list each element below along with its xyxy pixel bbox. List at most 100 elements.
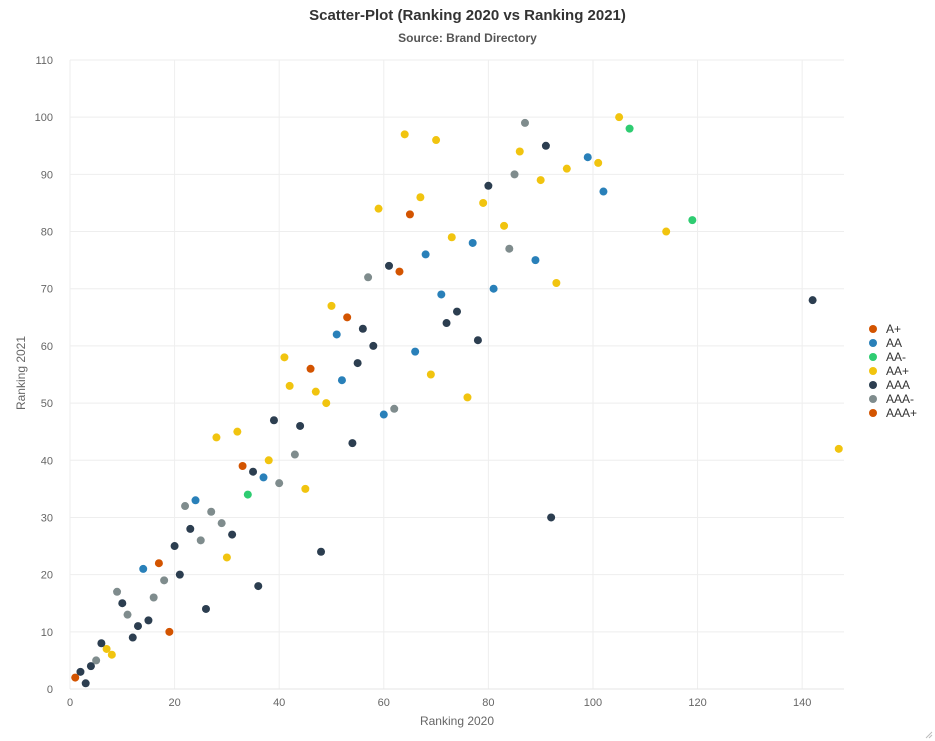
data-point[interactable] xyxy=(625,124,634,133)
data-point[interactable] xyxy=(107,650,116,659)
data-point[interactable] xyxy=(505,244,514,253)
data-point[interactable] xyxy=(808,296,817,305)
data-point[interactable] xyxy=(280,353,289,362)
data-point[interactable] xyxy=(144,616,153,625)
data-point[interactable] xyxy=(290,450,299,459)
data-point[interactable] xyxy=(385,261,394,270)
data-point[interactable] xyxy=(301,484,310,493)
data-point[interactable] xyxy=(552,279,561,288)
data-point[interactable] xyxy=(390,404,399,413)
data-point[interactable] xyxy=(123,610,132,619)
data-point[interactable] xyxy=(170,542,179,551)
data-point[interactable] xyxy=(599,187,608,196)
data-point[interactable] xyxy=(222,553,231,562)
data-point[interactable] xyxy=(463,393,472,402)
data-point[interactable] xyxy=(348,439,357,448)
data-point[interactable] xyxy=(275,479,284,488)
data-point[interactable] xyxy=(207,507,216,516)
data-point[interactable] xyxy=(139,564,148,573)
data-point[interactable] xyxy=(562,164,571,173)
data-point[interactable] xyxy=(149,593,158,602)
data-point[interactable] xyxy=(547,513,556,522)
legend-item[interactable]: A+ xyxy=(869,322,901,336)
data-point[interactable] xyxy=(405,210,414,219)
data-point[interactable] xyxy=(217,519,226,528)
data-point[interactable] xyxy=(337,376,346,385)
data-point[interactable] xyxy=(128,633,137,642)
data-point[interactable] xyxy=(615,113,624,122)
data-point[interactable] xyxy=(233,427,242,436)
data-point[interactable] xyxy=(76,667,85,676)
data-point[interactable] xyxy=(118,599,127,608)
data-point[interactable] xyxy=(432,136,441,145)
data-point[interactable] xyxy=(175,570,184,579)
data-point[interactable] xyxy=(468,238,477,247)
data-point[interactable] xyxy=(411,347,420,356)
data-point[interactable] xyxy=(332,330,341,339)
data-point[interactable] xyxy=(453,307,461,316)
data-point[interactable] xyxy=(259,473,268,482)
data-point[interactable] xyxy=(212,433,221,442)
data-point[interactable] xyxy=(154,559,163,568)
data-point[interactable] xyxy=(81,679,90,688)
data-point[interactable] xyxy=(191,496,200,505)
data-point[interactable] xyxy=(500,221,509,230)
data-point[interactable] xyxy=(421,250,430,259)
data-point[interactable] xyxy=(369,341,378,350)
data-point[interactable] xyxy=(102,644,111,653)
data-point[interactable] xyxy=(306,364,315,373)
data-point[interactable] xyxy=(416,193,425,202)
data-point[interactable] xyxy=(196,536,205,545)
data-point[interactable] xyxy=(343,313,352,322)
data-point[interactable] xyxy=(201,604,210,613)
data-point[interactable] xyxy=(489,284,498,293)
data-point[interactable] xyxy=(327,301,336,310)
data-point[interactable] xyxy=(374,204,383,213)
data-point[interactable] xyxy=(296,421,305,430)
data-point[interactable] xyxy=(269,416,278,425)
resize-grip-icon[interactable] xyxy=(923,729,933,739)
data-point[interactable] xyxy=(520,118,529,127)
data-point[interactable] xyxy=(688,216,697,225)
data-point[interactable] xyxy=(531,256,540,265)
data-point[interactable] xyxy=(322,399,331,408)
data-point[interactable] xyxy=(181,502,190,511)
data-point[interactable] xyxy=(364,273,373,282)
data-point[interactable] xyxy=(510,170,519,179)
data-point[interactable] xyxy=(484,181,493,190)
legend-item[interactable]: AA xyxy=(869,336,902,350)
data-point[interactable] xyxy=(353,359,362,368)
data-point[interactable] xyxy=(71,673,80,682)
legend-item[interactable]: AAA- xyxy=(869,392,914,406)
data-point[interactable] xyxy=(447,233,456,242)
data-point[interactable] xyxy=(479,198,488,207)
legend-item[interactable]: AAA xyxy=(869,378,910,392)
data-point[interactable] xyxy=(442,319,451,328)
data-point[interactable] xyxy=(473,336,482,345)
data-point[interactable] xyxy=(834,444,843,453)
data-point[interactable] xyxy=(285,381,294,390)
data-point[interactable] xyxy=(594,158,603,167)
data-point[interactable] xyxy=(400,130,409,139)
data-point[interactable] xyxy=(662,227,671,236)
data-point[interactable] xyxy=(160,576,169,585)
data-point[interactable] xyxy=(515,147,524,156)
data-point[interactable] xyxy=(536,176,545,185)
data-point[interactable] xyxy=(426,370,435,379)
legend-item[interactable]: AAA+ xyxy=(869,406,917,420)
data-point[interactable] xyxy=(238,461,247,470)
data-point[interactable] xyxy=(133,622,142,631)
data-point[interactable] xyxy=(186,524,195,533)
data-point[interactable] xyxy=(541,141,550,150)
data-point[interactable] xyxy=(254,582,263,591)
legend-item[interactable]: AA- xyxy=(869,350,906,364)
data-point[interactable] xyxy=(228,530,237,539)
data-point[interactable] xyxy=(92,656,101,665)
data-point[interactable] xyxy=(395,267,404,276)
data-point[interactable] xyxy=(358,324,367,333)
data-point[interactable] xyxy=(264,456,273,465)
data-point[interactable] xyxy=(437,290,446,299)
data-point[interactable] xyxy=(583,153,592,162)
data-point[interactable] xyxy=(165,627,174,636)
data-point[interactable] xyxy=(243,490,252,499)
